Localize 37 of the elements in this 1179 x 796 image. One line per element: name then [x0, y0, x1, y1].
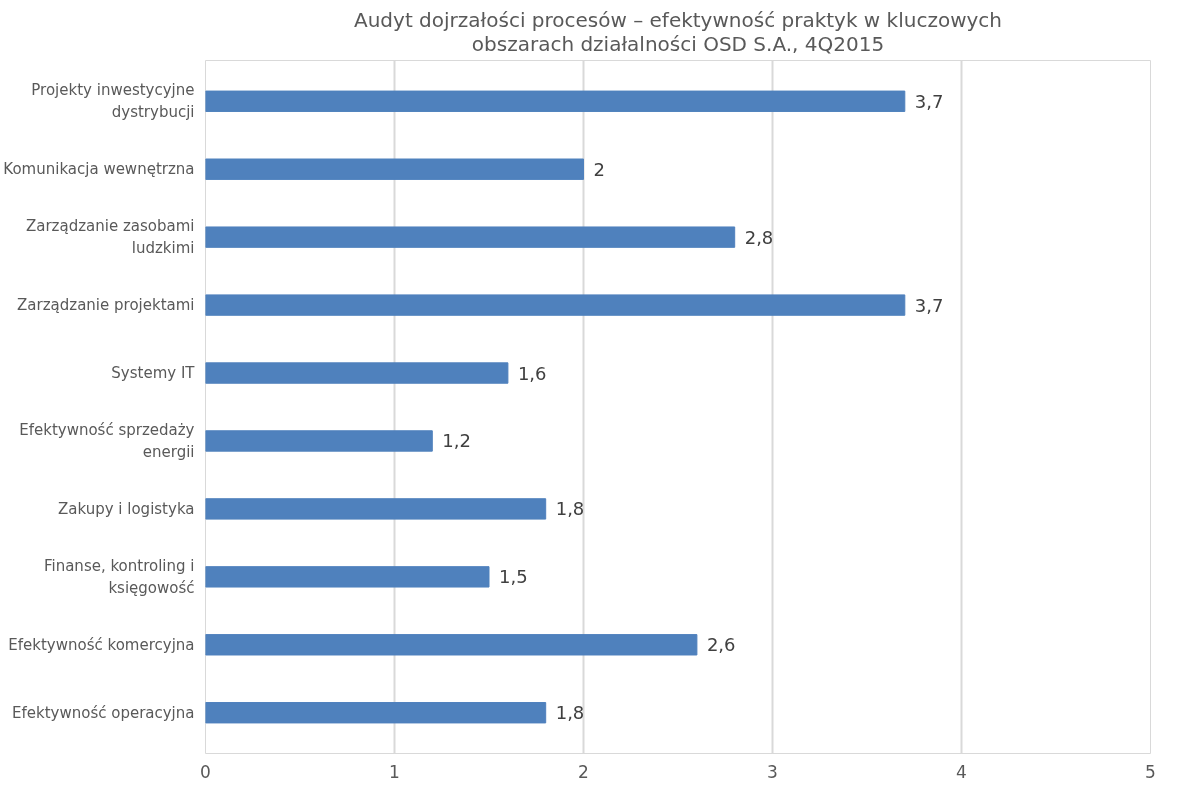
data-label: 3,7	[914, 90, 944, 112]
data-label: 2,8	[744, 226, 774, 248]
bar	[205, 362, 509, 384]
bar	[205, 226, 736, 248]
bar	[205, 90, 906, 112]
y-tick-label: Systemy IT	[111, 364, 196, 383]
y-tick-label: Zakupy i logistyka	[57, 499, 195, 518]
chart-title: Audyt dojrzałości procesów – efektywność praktyk w kluczowych obszarach działalności OSD S.A., 4Q2015	[354, 7, 1002, 56]
data-label: 1,5	[499, 566, 528, 588]
y-tick-label: Projekty inwestycyjne dystrybucji	[31, 81, 195, 122]
y-tick-label: Zarządzanie zasobami ludzkimi	[25, 217, 195, 257]
bar	[205, 634, 698, 656]
data-label: 1,8	[555, 702, 585, 724]
data-label: 1,8	[555, 498, 585, 520]
y-tick-label: Komunikacja wewnętrzna	[3, 160, 195, 179]
y-tick-label: Finanse, kontroling i księgowość	[43, 557, 195, 597]
bar	[205, 566, 490, 588]
bar	[205, 702, 547, 724]
bar	[205, 498, 547, 520]
x-tick-label: 4	[956, 761, 967, 782]
data-label: 1,2	[442, 430, 471, 452]
x-tick-label: 3	[767, 761, 778, 782]
data-label: 1,6	[517, 362, 547, 384]
bar	[205, 430, 433, 452]
data-label: 3,7	[914, 294, 944, 316]
x-tick-label: 0	[200, 761, 211, 782]
y-tick-label: Efektywność sprzedaży energii	[19, 421, 195, 461]
bar	[205, 158, 584, 180]
y-tick-label: Zarządzanie projektami	[17, 296, 195, 315]
data-label: 2,6	[706, 634, 736, 656]
data-label: 2	[593, 158, 605, 180]
x-tick-label: 5	[1145, 761, 1156, 782]
x-tick-label: 1	[389, 761, 400, 782]
y-tick-label: Efektywność komercyjna	[8, 635, 195, 654]
y-tick-label: Efektywność operacyjna	[12, 703, 195, 722]
bar	[205, 294, 906, 316]
x-tick-label: 2	[578, 761, 589, 782]
